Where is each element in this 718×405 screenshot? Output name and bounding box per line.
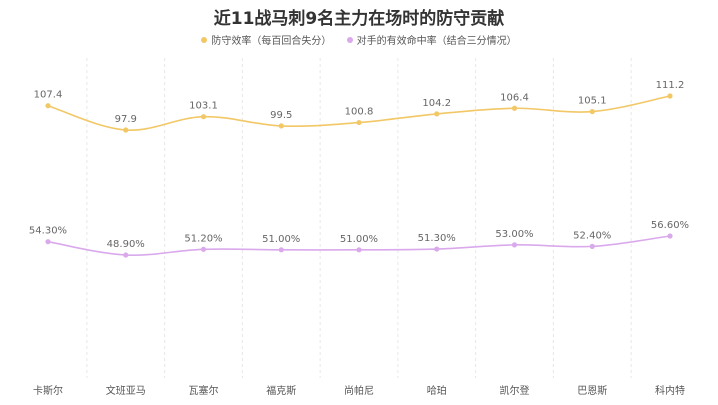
data-label: 105.1 [578,96,607,107]
data-label: 103.1 [189,101,218,112]
data-label: 51.20% [184,233,222,244]
x-tick-label: 卡斯尔 [33,384,63,397]
data-label: 51.30% [418,233,456,244]
data-point[interactable] [511,105,518,111]
data-label: 99.5 [270,110,292,121]
data-point[interactable] [434,246,440,252]
data-labels: 107.4 97.9 103.1 99.5 100.8 104.2 106.4 105.1 11… [29,80,689,250]
data-point[interactable] [511,242,518,248]
data-label: 53.00% [495,229,533,240]
legend-dot-icon [346,36,353,43]
x-tick-label: 巴恩斯 [577,384,607,397]
data-label: 104.2 [422,98,451,109]
series-layer [45,93,673,258]
data-point[interactable] [123,127,129,133]
x-tick-label: 凯尔登 [500,384,530,397]
data-point[interactable] [667,233,673,239]
legend-label: 防守效率（每百回合失分） [211,36,332,47]
data-point[interactable] [589,108,595,115]
legend-dot-icon [201,36,208,43]
x-tick-label: 科内特 [655,384,685,397]
data-point[interactable] [200,114,207,120]
x-tick-label: 哈珀 [427,384,447,397]
data-label: 51.00% [340,234,378,245]
data-point[interactable] [434,111,440,117]
data-label: 56.60% [651,220,689,231]
legend-item-opponent-efg[interactable]: 对手的有效命中率（结合三分情况） [346,32,517,47]
data-label: 52.40% [573,230,611,241]
data-label: 111.2 [656,80,685,91]
data-point[interactable] [667,93,673,99]
data-label: 107.4 [34,90,63,101]
data-point[interactable] [589,243,595,249]
data-label: 48.90% [107,239,145,250]
x-tick-label: 瓦塞尔 [189,384,219,397]
grid-lines [86,58,632,378]
legend-item-defense-rating[interactable]: 防守效率（每百回合失分） [201,32,331,47]
data-point[interactable] [45,103,51,109]
x-tick-label: 福克斯 [266,384,296,397]
data-point[interactable] [45,239,51,245]
data-label: 97.9 [115,114,137,125]
data-label: 54.30% [29,226,67,237]
data-point[interactable] [356,119,362,126]
data-point[interactable] [278,123,284,129]
legend: 防守效率（每百回合失分） 对手的有效命中率（结合三分情况） [0,32,718,47]
x-axis: 卡斯尔 文班亚马 瓦塞尔 福克斯 尚帕尼 哈珀 凯尔登 巴恩斯 科内特 [33,384,685,397]
legend-label: 对手的有效命中率（结合三分情况） [356,36,517,47]
data-point[interactable] [123,252,129,258]
x-tick-label: 尚帕尼 [344,384,374,397]
data-point[interactable] [356,247,362,253]
x-tick-label: 文班亚马 [106,384,146,397]
chart-title: 近11战马刺9名主力在场时的防守贡献 [213,9,505,29]
data-label: 100.8 [345,107,374,118]
data-point[interactable] [200,246,207,252]
data-label: 106.4 [500,92,529,103]
data-label: 51.00% [262,234,300,245]
data-point[interactable] [278,247,284,253]
